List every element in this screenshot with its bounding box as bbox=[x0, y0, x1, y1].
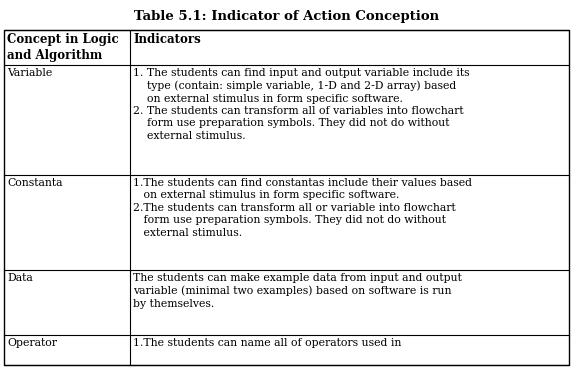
Text: Concept in Logic
and Algorithm: Concept in Logic and Algorithm bbox=[7, 33, 119, 62]
Text: 1.The students can name all of operators used in: 1.The students can name all of operators… bbox=[133, 338, 401, 348]
Text: Constanta: Constanta bbox=[7, 178, 62, 188]
Text: 1. The students can find input and output variable include its
    type (contain: 1. The students can find input and outpu… bbox=[133, 68, 470, 141]
Text: Data: Data bbox=[7, 273, 33, 283]
Text: Indicators: Indicators bbox=[133, 33, 201, 46]
Text: Variable: Variable bbox=[7, 68, 52, 78]
Text: The students can make example data from input and output
variable (minimal two e: The students can make example data from … bbox=[133, 273, 462, 308]
Text: 1.The students can find constantas include their values based
   on external sti: 1.The students can find constantas inclu… bbox=[133, 178, 472, 238]
Text: Operator: Operator bbox=[7, 338, 57, 348]
Text: Table 5.1: Indicator of Action Conception: Table 5.1: Indicator of Action Conceptio… bbox=[134, 10, 439, 23]
